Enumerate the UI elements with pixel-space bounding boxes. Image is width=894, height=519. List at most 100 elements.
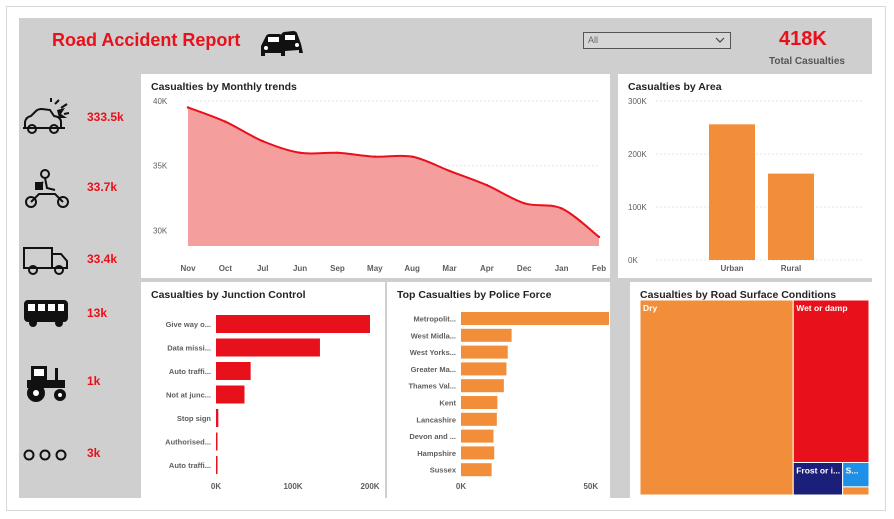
police-bar bbox=[461, 429, 494, 443]
police-bar bbox=[461, 328, 512, 342]
bus-icon bbox=[24, 300, 68, 327]
junction-bar bbox=[216, 362, 251, 380]
monthly-xtick-label: Jun bbox=[293, 264, 307, 273]
police-xtick-label: 0K bbox=[456, 482, 466, 491]
junction-panel: Casualties by Junction Control Give way … bbox=[141, 282, 385, 498]
monthly-xtick-label: Jan bbox=[555, 264, 569, 273]
junction-bar bbox=[216, 456, 218, 474]
monthly-data-point bbox=[410, 155, 414, 158]
police-category-label: Hampshire bbox=[417, 449, 456, 458]
monthly-xtick-label: Jul bbox=[257, 264, 269, 273]
junction-category-label: Auto traffi... bbox=[169, 461, 211, 470]
area-ytick-label: 300K bbox=[628, 97, 647, 106]
vehicle-row-bus: 13k bbox=[19, 294, 139, 334]
monthly-xtick-label: Nov bbox=[180, 264, 196, 273]
monthly-data-point bbox=[261, 139, 264, 143]
car-crash-icon bbox=[23, 98, 70, 134]
treemap-tile-snow-label: S... bbox=[846, 466, 859, 476]
police-bar bbox=[461, 312, 609, 325]
monthly-data-point bbox=[186, 106, 190, 109]
treemap-tile-frost-label: Frost or i... bbox=[796, 466, 840, 476]
car-count: 333.5k bbox=[87, 110, 124, 124]
junction-bar bbox=[216, 338, 320, 357]
police-category-label: Metropolit... bbox=[414, 315, 457, 324]
area-bar bbox=[709, 124, 755, 260]
monthly-area-fill bbox=[188, 107, 599, 247]
monthly-data-point bbox=[560, 207, 563, 210]
other-count: 3k bbox=[87, 446, 101, 460]
monthly-data-point bbox=[373, 155, 377, 158]
police-category-label: Sussex bbox=[430, 466, 457, 475]
police-xtick-label: 50K bbox=[583, 482, 598, 491]
police-category-label: Devon and ... bbox=[409, 432, 456, 441]
motorbike-count: 33.7k bbox=[87, 180, 118, 194]
junction-bar bbox=[216, 409, 219, 427]
junction-category-label: Auto traffi... bbox=[169, 367, 211, 376]
area-chart: 300K 200K 100K 0K Urban Rural bbox=[628, 97, 862, 273]
junction-bar bbox=[216, 315, 370, 333]
vehicle-row-other: 3k bbox=[19, 434, 139, 474]
treemap-tile-wet-label: Wet or damp bbox=[796, 303, 847, 313]
monthly-xtick-label: Oct bbox=[219, 264, 233, 273]
vehicle-row-motorbike: 33.7k bbox=[19, 168, 139, 208]
junction-bar bbox=[216, 432, 218, 451]
tractor-icon bbox=[27, 366, 66, 402]
monthly-ytick-label: 40K bbox=[153, 97, 168, 106]
other-icon bbox=[23, 449, 67, 461]
junction-title: Casualties by Junction Control bbox=[151, 289, 306, 301]
monthly-xtick-label: Aug bbox=[404, 264, 420, 273]
police-chart: Metropolit... West Midla... West Yorks... G… bbox=[408, 312, 609, 491]
monthly-series-line bbox=[187, 106, 600, 238]
monthly-xtick-label: May bbox=[367, 264, 383, 273]
area-category-label: Urban bbox=[720, 264, 743, 273]
police-bar bbox=[461, 379, 504, 393]
junction-bar bbox=[216, 385, 245, 404]
police-bar bbox=[461, 463, 492, 477]
monthly-data-point bbox=[485, 183, 489, 187]
police-bar bbox=[461, 446, 495, 460]
junction-xtick-label: 100K bbox=[283, 482, 302, 491]
junction-category-label: Stop sign bbox=[177, 414, 212, 423]
monthly-xtick-label: Mar bbox=[442, 264, 456, 273]
monthly-trend-chart: 40K 35K 30K Nov Oct Jul Jun Sep May Aug Mar Apr Dec J… bbox=[153, 97, 606, 273]
vehicle-sidebar: 333.5k 33.7k 33.4k 13 bbox=[19, 72, 139, 498]
junction-xtick-label: 200K bbox=[360, 482, 379, 491]
surface-chart: Dry Wet or damp Frost or i... S... bbox=[639, 299, 870, 496]
truck-count: 33.4k bbox=[87, 252, 118, 266]
monthly-data-point bbox=[336, 151, 339, 154]
treemap-tile-other bbox=[842, 486, 870, 496]
area-panel: Casualties by Area 300K 200K 100K 0K Urban Ru… bbox=[618, 74, 872, 278]
junction-category-label: Data missi... bbox=[167, 344, 211, 353]
police-bar bbox=[461, 362, 507, 376]
monthly-data-point bbox=[298, 151, 302, 154]
surface-title: Casualties by Road Surface Conditions bbox=[640, 289, 837, 301]
police-category-label: West Yorks... bbox=[410, 348, 456, 357]
monthly-xtick-label: Feb bbox=[592, 264, 606, 273]
monthly-xtick-label: Apr bbox=[480, 264, 494, 273]
car-crash-header-icon bbox=[261, 31, 303, 56]
area-ytick-label: 100K bbox=[628, 203, 647, 212]
junction-chart: Give way o... Data missi... Auto traffi...… bbox=[165, 315, 380, 491]
treemap-tile-snow bbox=[842, 462, 870, 488]
area-category-label: Rural bbox=[781, 264, 801, 273]
police-category-label: Thames Val... bbox=[408, 382, 456, 391]
monthly-data-point bbox=[597, 235, 601, 239]
surface-panel: Casualties by Road Surface Conditions Dr… bbox=[630, 282, 872, 498]
treemap-tile-dry bbox=[639, 299, 794, 496]
tractor-count: 1k bbox=[87, 374, 101, 388]
total-casualties-value: 418K bbox=[779, 28, 827, 50]
monthly-data-point bbox=[224, 120, 227, 123]
monthly-ytick-label: 35K bbox=[153, 162, 168, 171]
police-bar bbox=[461, 396, 498, 409]
treemap-tile-frost bbox=[792, 462, 844, 496]
filter-dropdown[interactable]: All bbox=[583, 32, 731, 49]
bus-count: 13k bbox=[87, 306, 108, 320]
police-panel: Top Casualties by Police Force Metropoli… bbox=[387, 282, 610, 498]
police-bar bbox=[461, 345, 508, 359]
junction-category-label: Not at junc... bbox=[166, 391, 211, 400]
junction-category-label: Authorised... bbox=[165, 438, 211, 447]
report-title: Road Accident Report bbox=[52, 30, 241, 50]
area-title: Casualties by Area bbox=[628, 81, 722, 93]
area-bar bbox=[768, 173, 814, 260]
police-category-label: West Midla... bbox=[411, 331, 456, 340]
